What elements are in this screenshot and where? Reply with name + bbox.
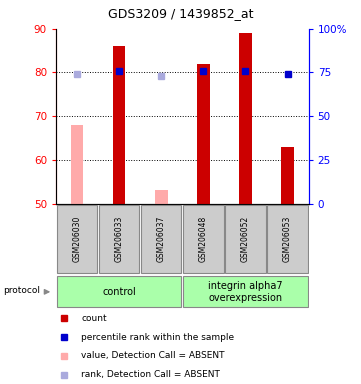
Text: GSM206030: GSM206030 — [73, 216, 82, 262]
Text: GSM206048: GSM206048 — [199, 216, 208, 262]
Text: protocol: protocol — [3, 286, 40, 295]
Text: GSM206052: GSM206052 — [241, 216, 250, 262]
Bar — [281, 147, 294, 204]
Text: rank, Detection Call = ABSENT: rank, Detection Call = ABSENT — [81, 370, 220, 379]
Bar — [57, 205, 97, 273]
Bar — [183, 205, 223, 273]
Bar — [57, 276, 182, 307]
Bar — [113, 46, 125, 204]
Bar — [183, 276, 308, 307]
Text: GSM206037: GSM206037 — [157, 216, 166, 262]
Bar — [155, 190, 168, 204]
Text: GSM206033: GSM206033 — [115, 216, 123, 262]
Text: GSM206053: GSM206053 — [283, 216, 292, 262]
Bar — [268, 205, 308, 273]
Text: control: control — [102, 287, 136, 297]
Text: GDS3209 / 1439852_at: GDS3209 / 1439852_at — [108, 7, 253, 20]
Text: integrin alpha7
overexpression: integrin alpha7 overexpression — [208, 281, 283, 303]
Text: value, Detection Call = ABSENT: value, Detection Call = ABSENT — [81, 351, 225, 361]
Text: count: count — [81, 314, 107, 323]
Bar — [141, 205, 182, 273]
Text: percentile rank within the sample: percentile rank within the sample — [81, 333, 234, 342]
Bar — [239, 33, 252, 204]
Bar — [71, 125, 83, 204]
Bar — [197, 64, 210, 204]
Bar — [225, 205, 266, 273]
Bar — [99, 205, 139, 273]
